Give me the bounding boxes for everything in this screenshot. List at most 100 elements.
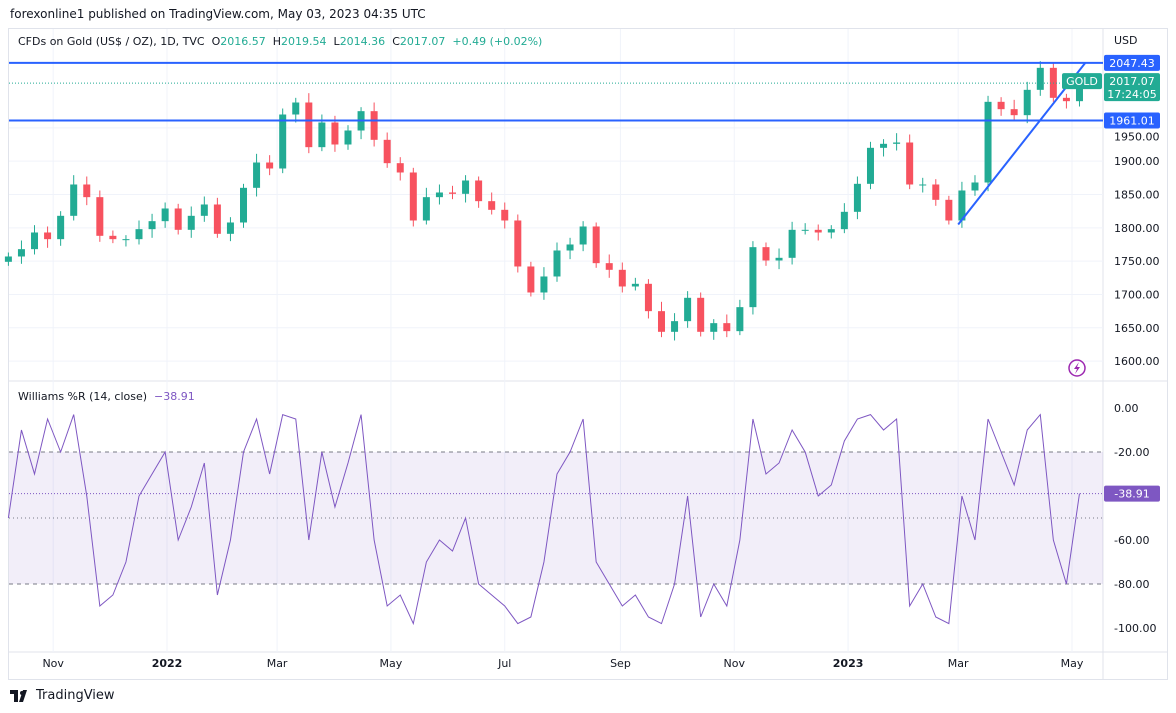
price-tick-label: 1900.00 [1114,155,1160,168]
time-tick-label: May [380,657,403,670]
candle-body [1010,109,1018,116]
candle-body [762,247,770,261]
resistance-price-label: 2047.43 [1109,57,1155,70]
candle-body [618,269,626,287]
candle-body [31,232,39,250]
wr-value-label: -38.91 [1114,488,1149,501]
candle-body [305,102,313,148]
candle-body [462,180,470,194]
high-label: H [272,35,282,48]
trend-line [957,62,1086,226]
candle-body [448,192,456,194]
candle-body [213,204,221,234]
resistance-price-label-bg [1104,54,1160,71]
wr-tick-label: 0.00 [1114,402,1139,415]
close-value: 2017.07 [399,35,446,48]
tradingview-logo-icon [10,689,27,702]
candle-body [840,211,848,230]
candle-body [318,122,326,148]
candle-body [266,162,274,169]
tradingview-logo: TradingView [10,688,115,703]
candle-body [109,235,117,240]
candle-body [775,257,783,261]
candle-body [710,323,718,332]
candle-body [971,182,979,191]
indicator-legend: Williams %R (14, close) −38.91 [18,390,195,403]
candle-body [279,114,287,169]
candle-body [240,187,248,223]
candle-body [488,201,496,210]
candle-body [827,229,835,233]
change-value: +0.49 (+0.02%) [452,35,543,48]
candle-body [96,197,104,236]
candle-body [200,204,208,216]
candle-body [644,283,652,312]
candle-body [997,101,1005,110]
candle-body [122,239,130,241]
candle-body [383,139,391,164]
candle-body [1075,83,1083,102]
candle-body [919,184,927,186]
candle-body [17,249,25,257]
candle-body [814,229,822,233]
price-tick-label: 1600.00 [1114,355,1160,368]
indicator-name: Williams %R (14, close) [18,390,148,403]
chart-frame [8,28,1168,680]
candle-body [435,192,443,198]
candle-body [553,250,561,277]
candle-body [723,323,731,332]
candle-body [697,297,705,332]
candle-body [788,229,796,258]
price-tick-label: 1650.00 [1114,322,1160,335]
time-tick-label: 2022 [152,657,183,670]
candle-body [880,143,888,148]
candle-body [174,208,182,230]
candle-body [958,190,966,221]
candle-body [527,266,535,293]
symbol-tag: GOLD [1066,75,1098,88]
candle-body [657,311,665,332]
candle-body [1062,97,1070,102]
candle-body [57,215,65,240]
candle-body [1023,89,1031,116]
candle-body [475,180,483,202]
wr-tick-label: -20.00 [1114,446,1149,459]
candle-body [893,142,901,144]
lightning-icon-bolt [1074,362,1080,374]
symbol-legend: CFDs on Gold (US$ / OZ), 1D, TVC O2016.5… [18,35,542,48]
candle-body [226,222,234,234]
candle-body [592,226,600,264]
candle-body [422,197,430,221]
price-tick-label: 1950.00 [1114,130,1160,143]
candle-body [514,220,522,267]
candle-body [579,226,587,245]
price-tick-label: 1750.00 [1114,255,1160,268]
candle-body [4,256,12,262]
candle-body [70,184,78,216]
time-tick-label: Sep [610,657,631,670]
close-label: C [392,35,400,48]
candle-body [501,209,509,221]
candle-body [370,111,378,140]
wr-tick-label: -60.00 [1114,534,1149,547]
indicator-value: −38.91 [154,390,195,403]
candle-body [984,101,992,183]
candle-body [540,276,548,293]
price-tick-label: 1850.00 [1114,188,1160,201]
candle-body [135,229,143,240]
time-tick-label: Mar [948,657,969,670]
brand-name: TradingView [36,688,115,703]
candle-body [187,215,195,230]
time-tick-label: 2023 [833,657,864,670]
time-tick-label: Nov [42,657,64,670]
time-tick-label: Mar [267,657,288,670]
candle-body [566,244,574,251]
williams-r-line [7,413,1080,626]
candle-body [344,130,352,145]
candle-body [671,321,679,332]
last-price-label-bg [1104,73,1160,102]
candle-body [749,247,757,308]
wr-value-label-bg [1104,485,1160,502]
candle-body [605,263,613,270]
